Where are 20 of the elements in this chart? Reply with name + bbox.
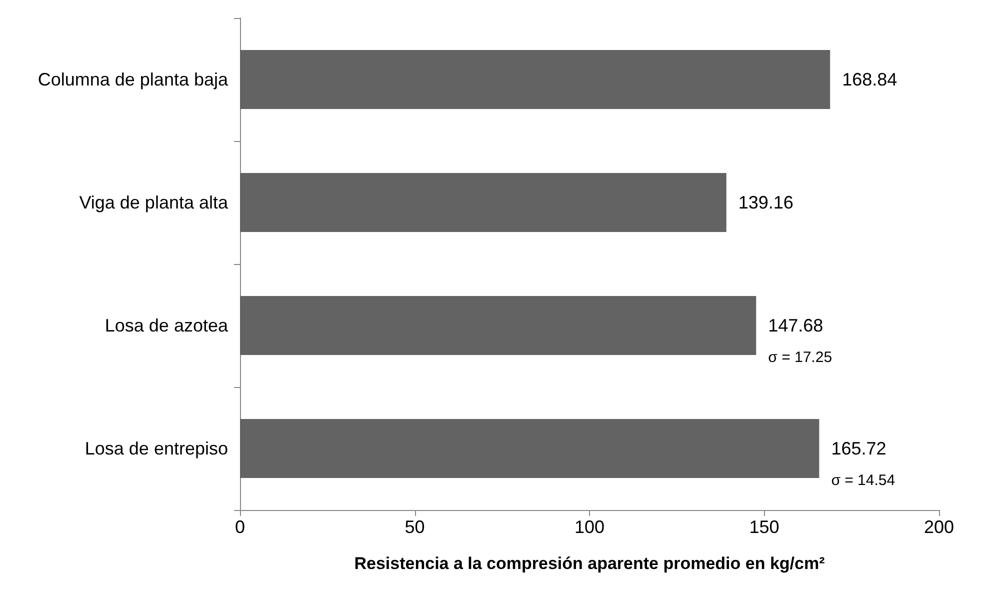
data-label: 168.84 bbox=[842, 70, 898, 90]
y-tick-label: Losa de entrepiso bbox=[84, 438, 228, 458]
x-tick-label: 50 bbox=[404, 517, 425, 537]
data-label: 165.72 bbox=[831, 438, 886, 458]
x-tick-label: 0 bbox=[234, 517, 246, 537]
y-tick-label: Losa de azotea bbox=[104, 316, 229, 336]
x-tick-label: 200 bbox=[924, 517, 954, 537]
bar bbox=[240, 296, 756, 356]
annotation: σ = 14.54 bbox=[831, 472, 896, 489]
y-tick-label: Viga de planta alta bbox=[79, 192, 229, 212]
annotation: σ = 17.25 bbox=[768, 349, 832, 366]
x-tick-label: 100 bbox=[574, 517, 605, 537]
y-tick-label: Columna de planta baja bbox=[38, 70, 229, 90]
data-label: 147.68 bbox=[768, 316, 824, 336]
bar bbox=[240, 50, 830, 110]
bar bbox=[240, 418, 820, 478]
x-tick-label: 150 bbox=[749, 517, 780, 537]
data-label: 139.16 bbox=[738, 192, 794, 212]
x-axis-title: Resistencia a la compresión aparente promedio en kg/cm² bbox=[354, 554, 826, 573]
bar bbox=[240, 172, 726, 232]
